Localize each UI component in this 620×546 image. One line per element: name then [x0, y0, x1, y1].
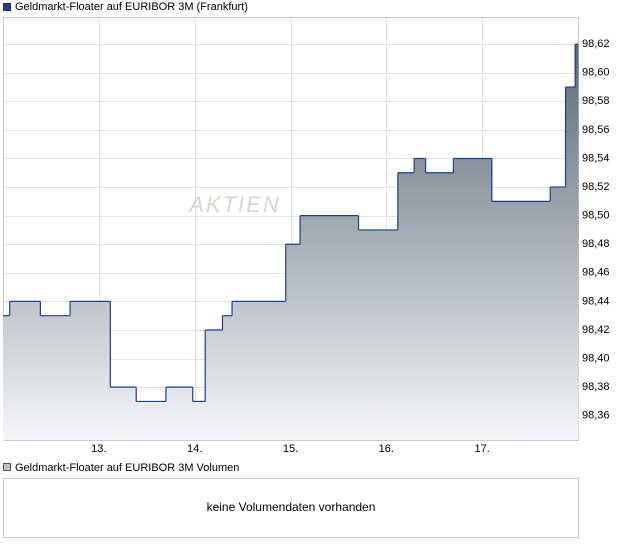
y-tick-label: 98,36 [582, 410, 610, 422]
legend-label: Geldmarkt-Floater auf EURIBOR 3M (Frankf… [15, 1, 248, 13]
area-segment [3, 315, 11, 440]
area-segment [9, 301, 41, 440]
legend-swatch [3, 463, 11, 471]
y-tick-label: 98,50 [582, 210, 610, 222]
area-segment [550, 187, 567, 440]
area-segment [222, 315, 233, 440]
area-segment [414, 158, 427, 440]
legend-swatch [3, 3, 11, 11]
y-tick-label: 98,44 [582, 295, 610, 307]
y-tick-label: 98,58 [582, 95, 610, 107]
x-tick-label: 17. [475, 443, 490, 455]
area-segment [205, 329, 224, 440]
y-tick-label: 98,46 [582, 267, 610, 279]
y-tick-label: 98,62 [582, 38, 610, 50]
x-tick-label: 14. [187, 443, 202, 455]
area-segment [425, 172, 455, 440]
area-segment [397, 172, 415, 440]
area-segment [453, 158, 493, 440]
volume-frame [3, 478, 579, 538]
area-segment [104, 301, 111, 440]
area-segment [232, 301, 287, 440]
x-tick-label: 15. [283, 443, 298, 455]
y-tick-label: 98,56 [582, 124, 610, 136]
area-segment [285, 244, 301, 440]
area-segment [575, 44, 579, 440]
y-tick-label: 98,48 [582, 238, 610, 250]
no-data-note: keine Volumendaten vorhanden [207, 500, 376, 514]
y-tick-label: 98,60 [582, 67, 610, 79]
area-segment [136, 401, 167, 440]
area-segment [300, 215, 360, 440]
y-tick-label: 98,54 [582, 152, 610, 164]
y-tick-label: 98,38 [582, 381, 610, 393]
area-segment [110, 387, 137, 440]
area-segment [70, 301, 106, 440]
area-segment [358, 229, 399, 440]
x-tick-label: 13. [91, 443, 106, 455]
y-tick-label: 98,40 [582, 352, 610, 364]
x-tick-label: 16. [379, 443, 394, 455]
area-segment [40, 315, 71, 440]
area-segment [192, 401, 206, 440]
y-tick-label: 98,52 [582, 181, 610, 193]
area-segment [565, 87, 576, 440]
legend-label: Geldmarkt-Floater auf EURIBOR 3M Volumen [15, 462, 239, 474]
y-tick-label: 98,42 [582, 324, 610, 336]
watermark: AKTIEN [187, 192, 280, 217]
area-segment [165, 387, 194, 440]
area-segment [491, 201, 551, 440]
